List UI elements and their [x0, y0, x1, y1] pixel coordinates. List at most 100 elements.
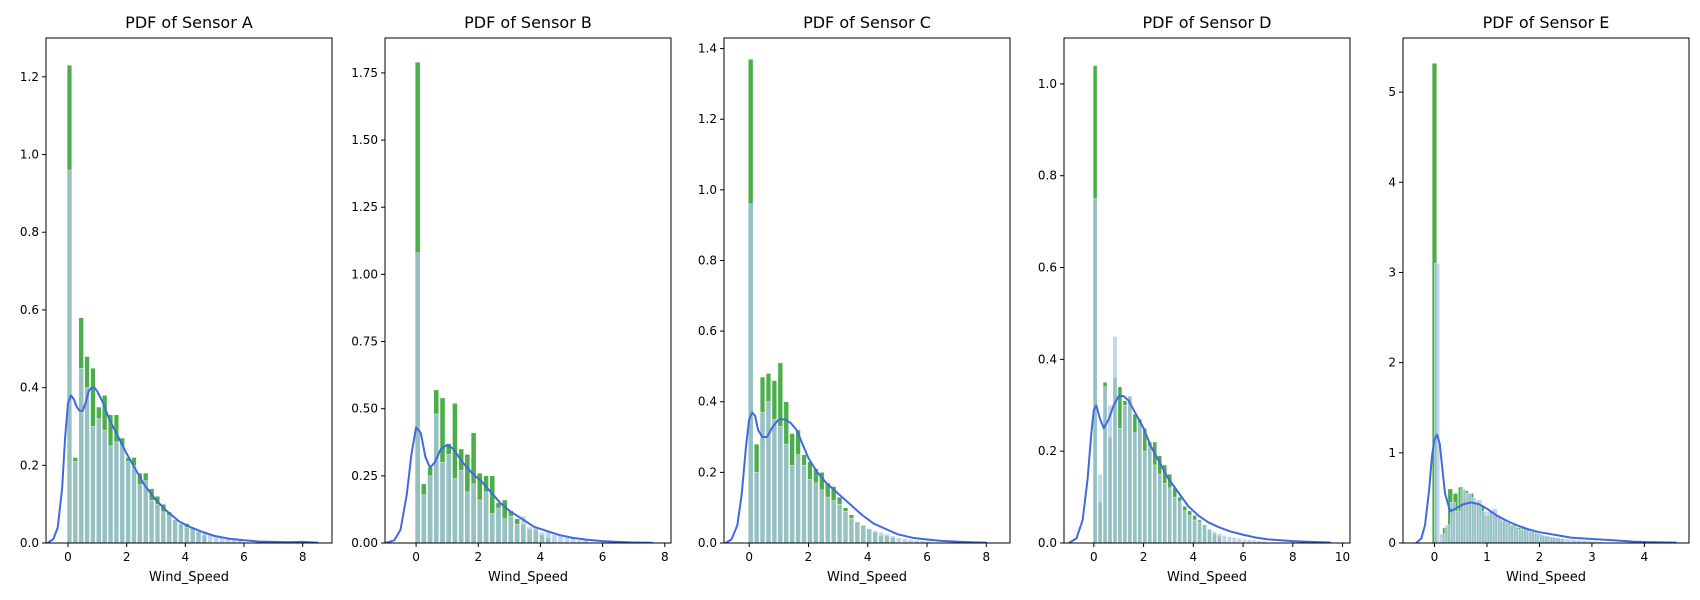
y-tick-label-sensor-a-4: 0.8 — [20, 225, 39, 239]
bar-blue-sensor-b-20 — [539, 532, 545, 543]
chart-panel-sensor-e: 0 1 2 3 4 0 1 2 3 4 5 PDF of Sensor E Wind_Speed — [1388, 13, 1690, 585]
bar-blue-sensor-d-12 — [1152, 464, 1158, 543]
bar-blue-sensor-e-10 — [1486, 511, 1493, 543]
y-tick-label-sensor-d-1: 0.2 — [1038, 444, 1057, 458]
y-tick-label-sensor-b-4: 1.00 — [351, 267, 378, 281]
bar-blue-sensor-d-30 — [1241, 539, 1247, 543]
y-tick-label-sensor-a-2: 0.4 — [20, 381, 39, 395]
bar-blue-sensor-d-0 — [1092, 198, 1098, 543]
x-axis-label-sensor-d: Wind_Speed — [1167, 570, 1247, 585]
bar-blue-sensor-e-24 — [1560, 538, 1566, 543]
bar-blue-sensor-d-2 — [1102, 386, 1108, 543]
y-tick-label-sensor-b-5: 1.25 — [351, 200, 378, 214]
chart-title-sensor-b: PDF of Sensor B — [464, 13, 592, 32]
bar-blue-sensor-a-19 — [178, 523, 184, 543]
bar-blue-sensor-d-5 — [1117, 428, 1123, 543]
y-tick-label-sensor-b-3: 0.75 — [351, 335, 378, 349]
bar-green-sensor-b-6 — [452, 403, 458, 543]
bar-blue-sensor-b-2 — [427, 475, 433, 543]
bar-blue-sensor-d-27 — [1227, 536, 1232, 543]
x-tick-label-sensor-a-0: 0 — [64, 550, 72, 564]
bar-blue-sensor-a-9 — [119, 445, 125, 543]
bar-blue-sensor-d-1 — [1097, 473, 1103, 543]
bar-blue-sensor-b-8 — [464, 491, 471, 543]
bar-blue-sensor-c-17 — [848, 518, 855, 543]
x-tick-label-sensor-e-4: 4 — [1641, 550, 1649, 564]
bar-blue-sensor-a-25 — [213, 535, 219, 543]
bar-blue-sensor-c-11 — [813, 482, 819, 543]
y-tick-label-sensor-e-0: 0 — [1388, 536, 1396, 550]
x-axis-label-sensor-b: Wind_Speed — [488, 570, 568, 585]
y-tick-label-sensor-d-0: 0.0 — [1038, 536, 1057, 550]
bar-blue-sensor-b-3 — [433, 413, 440, 543]
bar-blue-sensor-c-24 — [890, 535, 896, 543]
bar-blue-sensor-d-31 — [1246, 539, 1252, 543]
y-tick-label-sensor-c-0: 0.0 — [698, 536, 717, 550]
bar-blue-sensor-d-9 — [1137, 423, 1143, 543]
bar-blue-sensor-e-25 — [1565, 538, 1572, 543]
y-tick-label-sensor-c-6: 1.2 — [698, 112, 717, 126]
y-tick-label-sensor-d-3: 0.6 — [1038, 261, 1057, 275]
bar-blue-sensor-c-0 — [747, 203, 754, 543]
x-tick-label-sensor-c-2: 4 — [864, 550, 872, 564]
bar-blue-sensor-c-10 — [807, 479, 813, 543]
bar-blue-sensor-d-24 — [1212, 531, 1217, 543]
y-tick-label-sensor-e-1: 1 — [1388, 446, 1396, 460]
y-tick-label-sensor-a-6: 1.2 — [20, 70, 39, 84]
bar-blue-sensor-c-8 — [795, 454, 801, 543]
x-tick-label-sensor-b-4: 8 — [661, 550, 669, 564]
bar-blue-sensor-a-1 — [72, 461, 79, 543]
plot-area-sensor-d — [1067, 65, 1332, 543]
bar-blue-sensor-b-14 — [501, 518, 508, 543]
x-tick-label-sensor-e-1: 1 — [1483, 550, 1491, 564]
bar-blue-sensor-c-3 — [765, 401, 772, 543]
bar-blue-sensor-e-14 — [1507, 524, 1514, 543]
bar-blue-sensor-c-1 — [753, 472, 760, 543]
bar-blue-sensor-b-10 — [476, 499, 483, 543]
chart-panel-sensor-d: 0 2 4 6 8 10 0.0 0.2 0.4 0.6 0.8 1.0 PDF of Sensor D… — [1038, 13, 1351, 585]
bar-blue-sensor-a-17 — [166, 515, 172, 543]
bar-blue-sensor-e-6 — [1465, 493, 1472, 543]
bar-blue-sensor-b-22 — [551, 534, 558, 543]
y-tick-label-sensor-a-5: 1.0 — [20, 148, 39, 162]
bar-blue-sensor-e-13 — [1502, 520, 1509, 543]
bar-blue-sensor-c-18 — [854, 521, 861, 543]
kde-line-sensor-d — [1067, 395, 1332, 543]
bar-blue-sensor-d-3 — [1107, 405, 1113, 543]
y-tick-label-sensor-a-0: 0.0 — [20, 536, 39, 550]
bar-blue-sensor-c-9 — [801, 465, 807, 543]
y-tick-label-sensor-e-5: 5 — [1388, 85, 1396, 99]
bar-blue-sensor-a-0 — [66, 169, 73, 543]
bar-blue-sensor-d-25 — [1217, 533, 1222, 543]
chart-title-sensor-a: PDF of Sensor A — [125, 13, 253, 32]
bar-blue-sensor-a-16 — [160, 511, 167, 543]
bar-blue-sensor-c-19 — [860, 525, 867, 543]
bar-blue-sensor-b-6 — [452, 478, 458, 543]
bar-blue-sensor-b-12 — [489, 513, 496, 543]
bar-blue-sensor-b-19 — [532, 526, 539, 543]
bar-blue-sensor-c-4 — [771, 419, 778, 543]
bar-blue-sensor-a-14 — [148, 500, 155, 543]
bar-blue-sensor-a-20 — [184, 527, 190, 543]
chart-title-sensor-e: PDF of Sensor E — [1483, 13, 1610, 32]
bar-blue-sensor-c-5 — [777, 426, 784, 543]
bar-blue-sensor-b-0 — [414, 252, 421, 543]
bar-blue-sensor-a-13 — [143, 480, 149, 543]
chart-panel-sensor-b: 0 2 4 6 8 0.00 0.25 0.50 0.75 1.00 1.25 1.50 1.75 PDF… — [351, 13, 672, 585]
axes-frame-sensor-d — [1063, 37, 1351, 544]
bar-blue-sensor-c-12 — [819, 489, 825, 543]
x-tick-label-sensor-a-2: 4 — [182, 550, 190, 564]
x-tick-label-sensor-a-3: 6 — [240, 550, 248, 564]
bar-blue-sensor-a-18 — [172, 519, 178, 543]
x-tick-label-sensor-c-0: 0 — [745, 550, 753, 564]
bar-blue-sensor-c-2 — [759, 412, 766, 543]
bar-blue-sensor-a-2 — [78, 367, 84, 543]
bar-blue-sensor-e-17 — [1523, 528, 1530, 543]
chart-panel-sensor-c: 0 2 4 6 8 0.0 0.2 0.4 0.6 0.8 1.0 1.2 1.4 PDF of Sens… — [698, 13, 1011, 585]
bar-blue-sensor-b-24 — [564, 537, 570, 543]
bar-blue-sensor-a-10 — [125, 461, 131, 543]
x-tick-label-sensor-c-4: 8 — [982, 550, 990, 564]
plot-area-sensor-e — [1415, 63, 1677, 543]
bar-blue-sensor-e-4 — [1455, 511, 1461, 543]
bar-blue-sensor-b-7 — [458, 470, 465, 543]
